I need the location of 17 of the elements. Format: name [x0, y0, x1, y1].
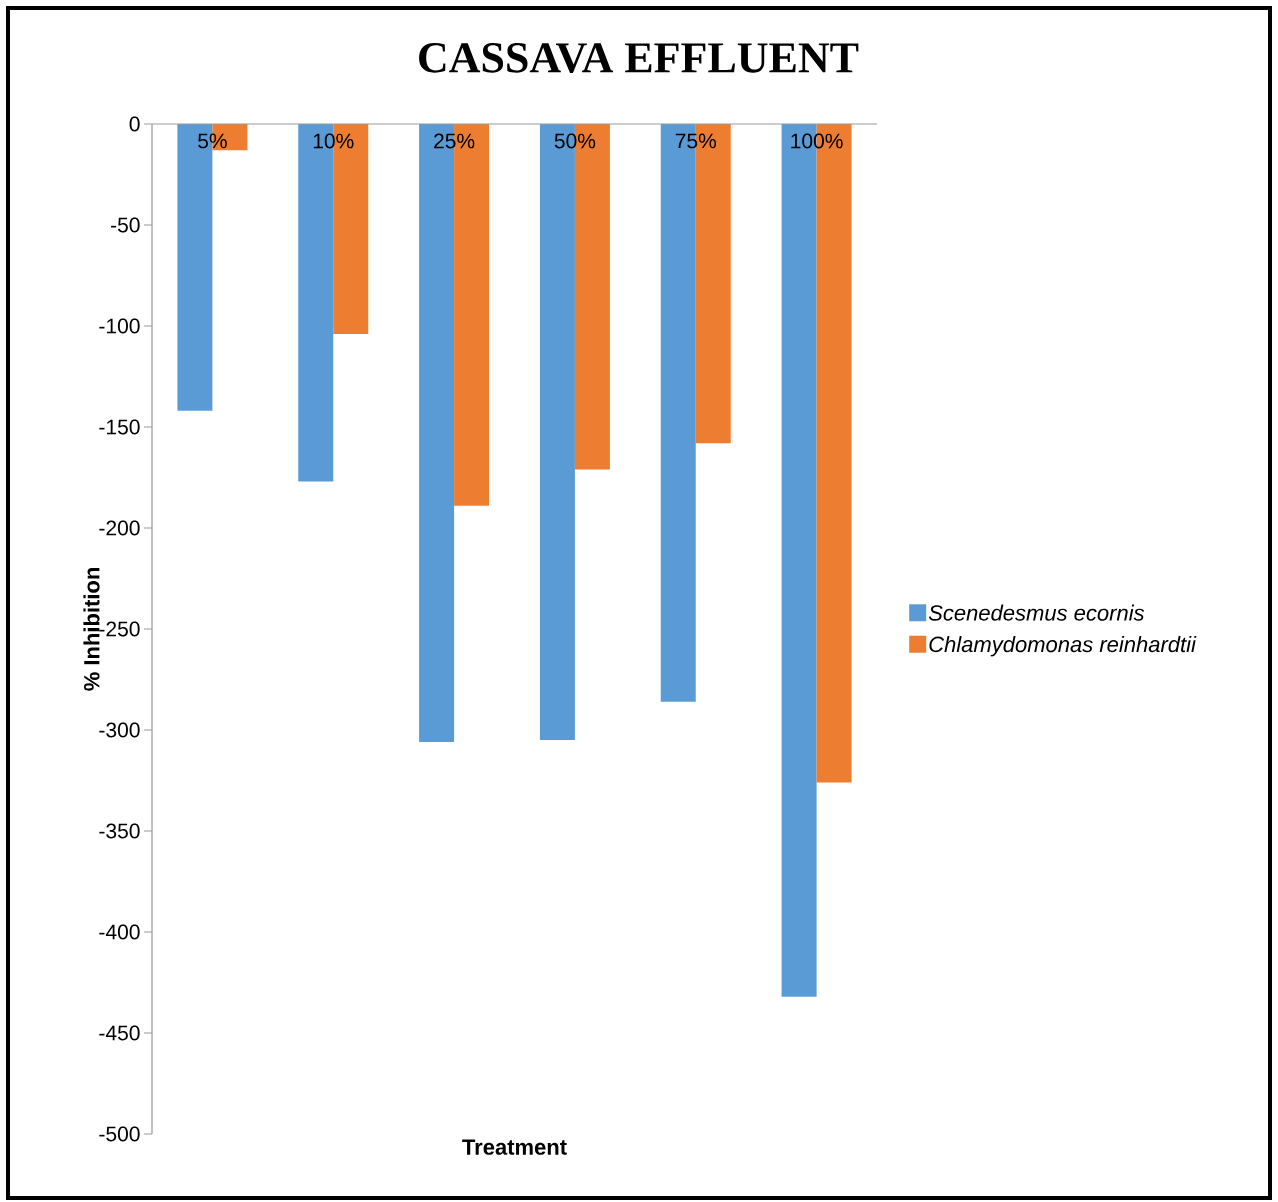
y-tick-label: -300 [99, 722, 140, 738]
y-tick-label: -400 [99, 924, 140, 940]
y-tick-label: -500 [99, 1126, 140, 1142]
y-tick-label: 0 [129, 116, 140, 132]
y-tick-label: -250 [99, 621, 140, 637]
y-tick-label: -100 [99, 318, 140, 334]
x-axis-title: Treatment [462, 1139, 567, 1155]
y-tick-label: -350 [99, 823, 140, 839]
y-tick-label: -200 [99, 520, 140, 536]
x-tick-label: 50% [554, 133, 596, 149]
y-tick-label: -150 [99, 419, 140, 435]
legend-label: Scenedesmus ecornis [928, 604, 1145, 621]
chart-title: CASSAVA EFFLUENT [419, 43, 859, 73]
y-axis-title: % Inhibition [83, 568, 100, 691]
legend-label: Chlamydomonas reinhardtii [929, 635, 1197, 657]
y-tick-label: -450 [99, 1025, 140, 1041]
y-tick-label: -50 [111, 217, 140, 233]
